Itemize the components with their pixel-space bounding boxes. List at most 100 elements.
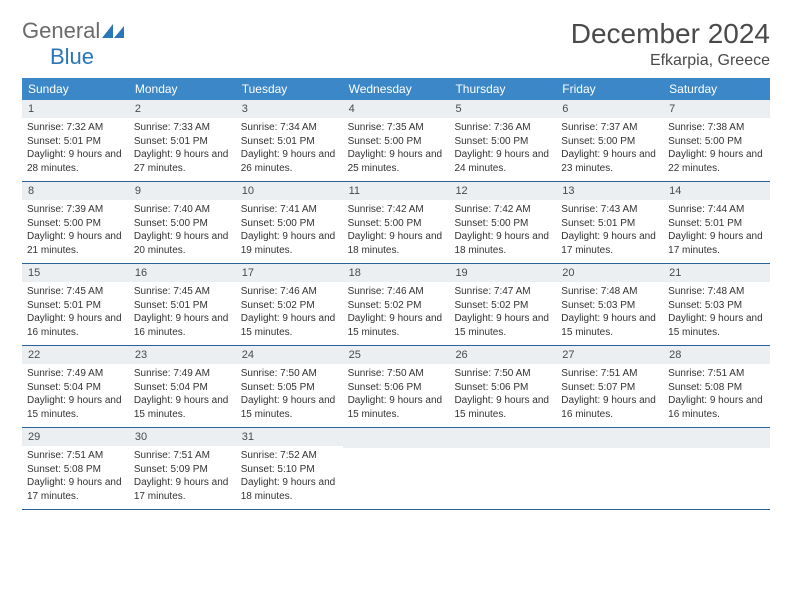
day-body: Sunrise: 7:43 AMSunset: 5:01 PMDaylight:… bbox=[556, 200, 663, 263]
day-cell bbox=[556, 428, 663, 509]
title-block: December 2024 Efkarpia, Greece bbox=[571, 18, 770, 70]
day-body: Sunrise: 7:40 AMSunset: 5:00 PMDaylight:… bbox=[129, 200, 236, 263]
day-cell: 2Sunrise: 7:33 AMSunset: 5:01 PMDaylight… bbox=[129, 100, 236, 181]
weekday-header: Sunday bbox=[22, 78, 129, 100]
day-body: Sunrise: 7:51 AMSunset: 5:09 PMDaylight:… bbox=[129, 446, 236, 509]
day-number: 1 bbox=[22, 100, 129, 118]
day-number: 18 bbox=[343, 264, 450, 282]
weekday-header: Thursday bbox=[449, 78, 556, 100]
day-number: 12 bbox=[449, 182, 556, 200]
week-row: 1Sunrise: 7:32 AMSunset: 5:01 PMDaylight… bbox=[22, 100, 770, 182]
day-number: 3 bbox=[236, 100, 343, 118]
weekday-header: Wednesday bbox=[343, 78, 450, 100]
weekday-header: Saturday bbox=[663, 78, 770, 100]
logo: General Blue bbox=[22, 18, 124, 70]
day-number: 24 bbox=[236, 346, 343, 364]
day-number: 11 bbox=[343, 182, 450, 200]
day-body: Sunrise: 7:34 AMSunset: 5:01 PMDaylight:… bbox=[236, 118, 343, 181]
day-cell: 14Sunrise: 7:44 AMSunset: 5:01 PMDayligh… bbox=[663, 182, 770, 263]
day-body: Sunrise: 7:49 AMSunset: 5:04 PMDaylight:… bbox=[22, 364, 129, 427]
day-body: Sunrise: 7:35 AMSunset: 5:00 PMDaylight:… bbox=[343, 118, 450, 181]
calendar: SundayMondayTuesdayWednesdayThursdayFrid… bbox=[22, 78, 770, 510]
day-cell: 13Sunrise: 7:43 AMSunset: 5:01 PMDayligh… bbox=[556, 182, 663, 263]
weekday-header-row: SundayMondayTuesdayWednesdayThursdayFrid… bbox=[22, 78, 770, 100]
day-number bbox=[556, 428, 663, 448]
day-cell: 19Sunrise: 7:47 AMSunset: 5:02 PMDayligh… bbox=[449, 264, 556, 345]
day-cell: 22Sunrise: 7:49 AMSunset: 5:04 PMDayligh… bbox=[22, 346, 129, 427]
day-cell: 23Sunrise: 7:49 AMSunset: 5:04 PMDayligh… bbox=[129, 346, 236, 427]
day-body: Sunrise: 7:33 AMSunset: 5:01 PMDaylight:… bbox=[129, 118, 236, 181]
day-number: 4 bbox=[343, 100, 450, 118]
day-number bbox=[449, 428, 556, 448]
week-row: 22Sunrise: 7:49 AMSunset: 5:04 PMDayligh… bbox=[22, 346, 770, 428]
day-body: Sunrise: 7:42 AMSunset: 5:00 PMDaylight:… bbox=[343, 200, 450, 263]
day-body: Sunrise: 7:46 AMSunset: 5:02 PMDaylight:… bbox=[343, 282, 450, 345]
day-body: Sunrise: 7:50 AMSunset: 5:06 PMDaylight:… bbox=[343, 364, 450, 427]
day-body: Sunrise: 7:48 AMSunset: 5:03 PMDaylight:… bbox=[556, 282, 663, 345]
day-number: 29 bbox=[22, 428, 129, 446]
calendar-page: General Blue December 2024 Efkarpia, Gre… bbox=[0, 0, 792, 528]
day-cell: 20Sunrise: 7:48 AMSunset: 5:03 PMDayligh… bbox=[556, 264, 663, 345]
day-number bbox=[663, 428, 770, 448]
day-number: 25 bbox=[343, 346, 450, 364]
day-number: 10 bbox=[236, 182, 343, 200]
day-cell: 28Sunrise: 7:51 AMSunset: 5:08 PMDayligh… bbox=[663, 346, 770, 427]
day-body: Sunrise: 7:42 AMSunset: 5:00 PMDaylight:… bbox=[449, 200, 556, 263]
day-cell: 9Sunrise: 7:40 AMSunset: 5:00 PMDaylight… bbox=[129, 182, 236, 263]
day-number: 7 bbox=[663, 100, 770, 118]
day-number: 6 bbox=[556, 100, 663, 118]
day-cell: 17Sunrise: 7:46 AMSunset: 5:02 PMDayligh… bbox=[236, 264, 343, 345]
day-body: Sunrise: 7:50 AMSunset: 5:06 PMDaylight:… bbox=[449, 364, 556, 427]
logo-text-blue: Blue bbox=[50, 44, 94, 69]
weeks-container: 1Sunrise: 7:32 AMSunset: 5:01 PMDaylight… bbox=[22, 100, 770, 510]
day-body: Sunrise: 7:38 AMSunset: 5:00 PMDaylight:… bbox=[663, 118, 770, 181]
weekday-header: Friday bbox=[556, 78, 663, 100]
day-cell: 29Sunrise: 7:51 AMSunset: 5:08 PMDayligh… bbox=[22, 428, 129, 509]
day-body: Sunrise: 7:47 AMSunset: 5:02 PMDaylight:… bbox=[449, 282, 556, 345]
day-cell: 15Sunrise: 7:45 AMSunset: 5:01 PMDayligh… bbox=[22, 264, 129, 345]
day-body: Sunrise: 7:32 AMSunset: 5:01 PMDaylight:… bbox=[22, 118, 129, 181]
day-cell: 7Sunrise: 7:38 AMSunset: 5:00 PMDaylight… bbox=[663, 100, 770, 181]
day-body: Sunrise: 7:46 AMSunset: 5:02 PMDaylight:… bbox=[236, 282, 343, 345]
day-number: 15 bbox=[22, 264, 129, 282]
day-cell bbox=[449, 428, 556, 509]
day-body: Sunrise: 7:45 AMSunset: 5:01 PMDaylight:… bbox=[129, 282, 236, 345]
location: Efkarpia, Greece bbox=[571, 52, 770, 70]
day-cell: 18Sunrise: 7:46 AMSunset: 5:02 PMDayligh… bbox=[343, 264, 450, 345]
day-body: Sunrise: 7:51 AMSunset: 5:08 PMDaylight:… bbox=[22, 446, 129, 509]
day-number: 28 bbox=[663, 346, 770, 364]
day-number: 31 bbox=[236, 428, 343, 446]
logo-text-gray: General bbox=[22, 18, 100, 43]
day-cell: 5Sunrise: 7:36 AMSunset: 5:00 PMDaylight… bbox=[449, 100, 556, 181]
day-number: 16 bbox=[129, 264, 236, 282]
day-number: 20 bbox=[556, 264, 663, 282]
day-cell: 12Sunrise: 7:42 AMSunset: 5:00 PMDayligh… bbox=[449, 182, 556, 263]
day-body: Sunrise: 7:48 AMSunset: 5:03 PMDaylight:… bbox=[663, 282, 770, 345]
weekday-header: Tuesday bbox=[236, 78, 343, 100]
week-row: 29Sunrise: 7:51 AMSunset: 5:08 PMDayligh… bbox=[22, 428, 770, 510]
logo-sail-icon bbox=[102, 24, 124, 38]
day-body: Sunrise: 7:36 AMSunset: 5:00 PMDaylight:… bbox=[449, 118, 556, 181]
day-number bbox=[343, 428, 450, 448]
day-cell: 10Sunrise: 7:41 AMSunset: 5:00 PMDayligh… bbox=[236, 182, 343, 263]
day-cell bbox=[343, 428, 450, 509]
day-cell: 4Sunrise: 7:35 AMSunset: 5:00 PMDaylight… bbox=[343, 100, 450, 181]
day-cell: 27Sunrise: 7:51 AMSunset: 5:07 PMDayligh… bbox=[556, 346, 663, 427]
day-number: 19 bbox=[449, 264, 556, 282]
day-cell: 6Sunrise: 7:37 AMSunset: 5:00 PMDaylight… bbox=[556, 100, 663, 181]
day-cell: 21Sunrise: 7:48 AMSunset: 5:03 PMDayligh… bbox=[663, 264, 770, 345]
day-number: 27 bbox=[556, 346, 663, 364]
day-cell: 24Sunrise: 7:50 AMSunset: 5:05 PMDayligh… bbox=[236, 346, 343, 427]
day-cell: 8Sunrise: 7:39 AMSunset: 5:00 PMDaylight… bbox=[22, 182, 129, 263]
day-body: Sunrise: 7:51 AMSunset: 5:08 PMDaylight:… bbox=[663, 364, 770, 427]
day-number: 21 bbox=[663, 264, 770, 282]
day-body: Sunrise: 7:37 AMSunset: 5:00 PMDaylight:… bbox=[556, 118, 663, 181]
day-number: 9 bbox=[129, 182, 236, 200]
day-number: 8 bbox=[22, 182, 129, 200]
day-cell: 30Sunrise: 7:51 AMSunset: 5:09 PMDayligh… bbox=[129, 428, 236, 509]
day-cell: 26Sunrise: 7:50 AMSunset: 5:06 PMDayligh… bbox=[449, 346, 556, 427]
week-row: 8Sunrise: 7:39 AMSunset: 5:00 PMDaylight… bbox=[22, 182, 770, 264]
day-number: 13 bbox=[556, 182, 663, 200]
day-number: 30 bbox=[129, 428, 236, 446]
day-cell: 1Sunrise: 7:32 AMSunset: 5:01 PMDaylight… bbox=[22, 100, 129, 181]
